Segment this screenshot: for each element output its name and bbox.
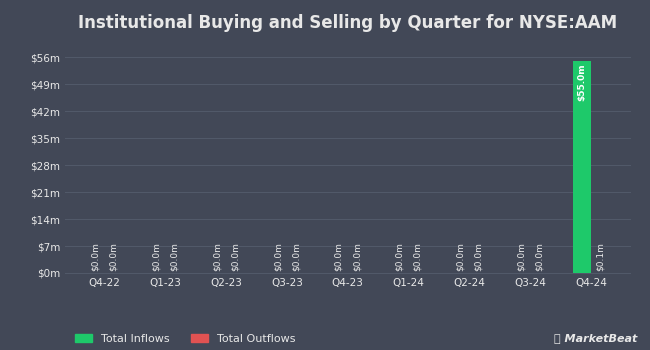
- Text: $0.0m: $0.0m: [517, 243, 526, 272]
- Text: $0.1m: $0.1m: [595, 243, 604, 272]
- Text: $0.0m: $0.0m: [273, 243, 282, 272]
- Text: $0.0m: $0.0m: [91, 243, 100, 272]
- Text: $0.0m: $0.0m: [213, 243, 222, 272]
- Text: ⨿ MarketBeat: ⨿ MarketBeat: [554, 333, 637, 343]
- Text: $0.0m: $0.0m: [535, 243, 544, 272]
- Title: Institutional Buying and Selling by Quarter for NYSE:AAM: Institutional Buying and Selling by Quar…: [78, 14, 618, 32]
- Text: $55.0m: $55.0m: [577, 63, 586, 101]
- Bar: [573, 61, 591, 273]
- Text: $0.0m: $0.0m: [151, 243, 161, 272]
- Text: $0.0m: $0.0m: [352, 243, 361, 272]
- Text: $0.0m: $0.0m: [170, 243, 179, 272]
- Text: $0.0m: $0.0m: [395, 243, 404, 272]
- Legend: Total Inflows, Total Outflows: Total Inflows, Total Outflows: [71, 329, 300, 348]
- Text: $0.0m: $0.0m: [231, 243, 240, 272]
- Text: $0.0m: $0.0m: [334, 243, 343, 272]
- Text: $0.0m: $0.0m: [109, 243, 118, 272]
- Text: $0.0m: $0.0m: [292, 243, 300, 272]
- Text: $0.0m: $0.0m: [456, 243, 465, 272]
- Text: $0.0m: $0.0m: [474, 243, 483, 272]
- Text: $0.0m: $0.0m: [413, 243, 423, 272]
